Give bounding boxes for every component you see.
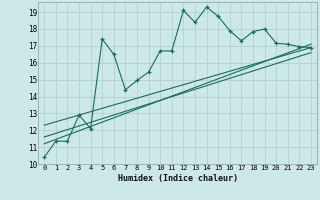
X-axis label: Humidex (Indice chaleur): Humidex (Indice chaleur) bbox=[118, 174, 238, 183]
